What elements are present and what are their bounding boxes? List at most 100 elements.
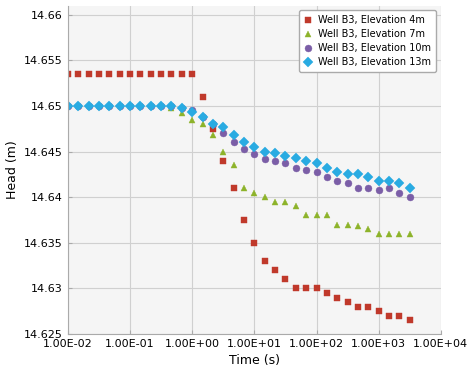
- Well B3, Elevation 7m: [272, 200, 278, 204]
- Well B3, Elevation 4m: [386, 314, 392, 318]
- Well B3, Elevation 7m: [283, 200, 288, 204]
- Well B3, Elevation 7m: [210, 133, 216, 137]
- Well B3, Elevation 10m: [345, 181, 350, 186]
- Well B3, Elevation 10m: [107, 104, 112, 108]
- Well B3, Elevation 10m: [303, 167, 309, 172]
- Well B3, Elevation 10m: [314, 169, 319, 174]
- Well B3, Elevation 4m: [210, 126, 216, 131]
- Well B3, Elevation 10m: [200, 115, 205, 119]
- Well B3, Elevation 7m: [314, 213, 319, 218]
- Well B3, Elevation 4m: [169, 72, 174, 76]
- Well B3, Elevation 13m: [314, 161, 319, 166]
- Well B3, Elevation 10m: [335, 179, 340, 183]
- Line: Well B3, Elevation 13m: Well B3, Elevation 13m: [64, 103, 413, 191]
- Well B3, Elevation 13m: [376, 179, 382, 183]
- Well B3, Elevation 10m: [252, 152, 257, 157]
- Well B3, Elevation 13m: [231, 133, 237, 137]
- Well B3, Elevation 10m: [397, 190, 402, 195]
- Well B3, Elevation 10m: [189, 108, 195, 113]
- X-axis label: Time (s): Time (s): [229, 354, 280, 367]
- Well B3, Elevation 4m: [137, 72, 143, 76]
- Well B3, Elevation 7m: [397, 231, 402, 236]
- Well B3, Elevation 4m: [241, 218, 247, 222]
- Well B3, Elevation 7m: [303, 213, 309, 218]
- Well B3, Elevation 7m: [376, 231, 382, 236]
- Well B3, Elevation 10m: [355, 186, 361, 190]
- Well B3, Elevation 13m: [365, 175, 371, 179]
- Well B3, Elevation 10m: [231, 140, 237, 145]
- Well B3, Elevation 10m: [220, 131, 226, 135]
- Well B3, Elevation 7m: [324, 213, 330, 218]
- Well B3, Elevation 13m: [148, 104, 154, 108]
- Well B3, Elevation 4m: [220, 159, 226, 163]
- Well B3, Elevation 10m: [272, 159, 278, 163]
- Well B3, Elevation 7m: [386, 231, 392, 236]
- Well B3, Elevation 10m: [324, 175, 330, 179]
- Well B3, Elevation 13m: [86, 104, 91, 108]
- Well B3, Elevation 10m: [169, 104, 174, 108]
- Well B3, Elevation 4m: [272, 268, 278, 272]
- Well B3, Elevation 13m: [158, 104, 164, 108]
- Well B3, Elevation 4m: [365, 304, 371, 309]
- Well B3, Elevation 4m: [345, 300, 350, 304]
- Well B3, Elevation 7m: [241, 186, 247, 190]
- Well B3, Elevation 10m: [376, 188, 382, 192]
- Well B3, Elevation 13m: [241, 140, 247, 145]
- Well B3, Elevation 4m: [376, 309, 382, 313]
- Y-axis label: Head (m): Head (m): [6, 140, 18, 199]
- Well B3, Elevation 13m: [293, 156, 299, 160]
- Well B3, Elevation 4m: [179, 72, 185, 76]
- Well B3, Elevation 7m: [252, 190, 257, 195]
- Well B3, Elevation 13m: [324, 166, 330, 170]
- Well B3, Elevation 13m: [200, 115, 205, 119]
- Well B3, Elevation 10m: [241, 147, 247, 151]
- Well B3, Elevation 10m: [293, 166, 299, 170]
- Well B3, Elevation 4m: [324, 291, 330, 295]
- Well B3, Elevation 10m: [386, 186, 392, 190]
- Well B3, Elevation 13m: [96, 104, 102, 108]
- Legend: Well B3, Elevation 4m, Well B3, Elevation 7m, Well B3, Elevation 10m, Well B3, E: Well B3, Elevation 4m, Well B3, Elevatio…: [299, 10, 436, 72]
- Well B3, Elevation 13m: [345, 172, 350, 176]
- Well B3, Elevation 4m: [252, 241, 257, 245]
- Line: Well B3, Elevation 4m: Well B3, Elevation 4m: [64, 70, 413, 324]
- Well B3, Elevation 13m: [386, 179, 392, 183]
- Well B3, Elevation 10m: [365, 186, 371, 190]
- Well B3, Elevation 4m: [200, 95, 205, 99]
- Well B3, Elevation 10m: [137, 104, 143, 108]
- Well B3, Elevation 4m: [407, 318, 413, 323]
- Well B3, Elevation 10m: [210, 122, 216, 126]
- Well B3, Elevation 13m: [75, 104, 81, 108]
- Well B3, Elevation 13m: [252, 145, 257, 149]
- Well B3, Elevation 7m: [335, 222, 340, 227]
- Well B3, Elevation 13m: [397, 181, 402, 186]
- Line: Well B3, Elevation 7m: Well B3, Elevation 7m: [168, 104, 413, 237]
- Well B3, Elevation 10m: [179, 106, 185, 110]
- Well B3, Elevation 7m: [355, 224, 361, 229]
- Well B3, Elevation 10m: [407, 195, 413, 200]
- Well B3, Elevation 7m: [200, 122, 205, 126]
- Well B3, Elevation 7m: [189, 117, 195, 122]
- Well B3, Elevation 7m: [407, 231, 413, 236]
- Well B3, Elevation 13m: [355, 172, 361, 176]
- Well B3, Elevation 4m: [107, 72, 112, 76]
- Well B3, Elevation 7m: [179, 111, 185, 116]
- Well B3, Elevation 10m: [262, 157, 267, 161]
- Well B3, Elevation 10m: [75, 104, 81, 108]
- Well B3, Elevation 7m: [220, 149, 226, 154]
- Well B3, Elevation 13m: [303, 159, 309, 163]
- Well B3, Elevation 13m: [272, 151, 278, 156]
- Line: Well B3, Elevation 10m: Well B3, Elevation 10m: [64, 103, 413, 201]
- Well B3, Elevation 13m: [127, 104, 133, 108]
- Well B3, Elevation 7m: [231, 163, 237, 167]
- Well B3, Elevation 4m: [303, 286, 309, 291]
- Well B3, Elevation 4m: [127, 72, 133, 76]
- Well B3, Elevation 10m: [86, 104, 91, 108]
- Well B3, Elevation 4m: [293, 286, 299, 291]
- Well B3, Elevation 13m: [137, 104, 143, 108]
- Well B3, Elevation 4m: [189, 72, 195, 76]
- Well B3, Elevation 4m: [397, 314, 402, 318]
- Well B3, Elevation 13m: [407, 186, 413, 190]
- Well B3, Elevation 13m: [189, 110, 195, 115]
- Well B3, Elevation 13m: [107, 104, 112, 108]
- Well B3, Elevation 10m: [96, 104, 102, 108]
